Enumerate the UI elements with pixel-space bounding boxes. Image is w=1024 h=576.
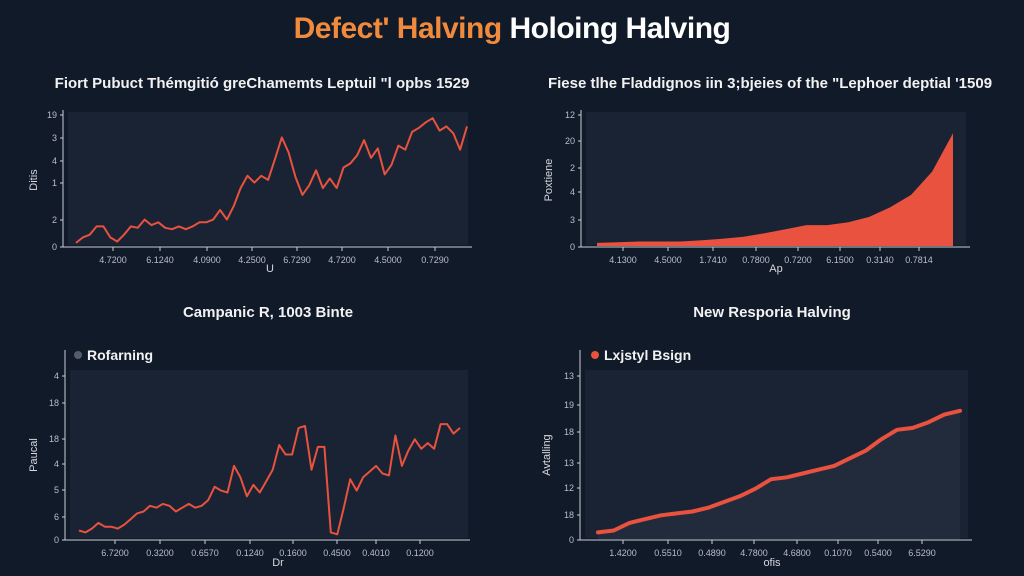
x-tick-label: 0.7814 bbox=[905, 255, 933, 265]
series-line bbox=[75, 117, 468, 244]
y-tick-label: 0 bbox=[54, 535, 59, 545]
x-tick-label: 0.1240 bbox=[236, 548, 264, 558]
y-tick-label: 0 bbox=[52, 242, 57, 252]
x-tick-label: 0.1070 bbox=[824, 548, 852, 558]
x-tick-label: 4.0900 bbox=[193, 255, 221, 265]
chart-4-legend: Lxjstyl Bsign bbox=[591, 347, 691, 363]
y-tick-label: 13 bbox=[564, 458, 574, 468]
x-tick-label: 0.7800 bbox=[742, 255, 770, 265]
y-tick-label: 2 bbox=[52, 215, 57, 225]
y-tick-label: 4 bbox=[54, 371, 59, 381]
chart-1-title: Fiort Pubuct Thémgitió greChamemts Leptu… bbox=[54, 75, 470, 92]
y-tick-label: 19 bbox=[47, 110, 57, 120]
plot-area bbox=[70, 370, 468, 538]
y-tick-label: 4 bbox=[54, 459, 59, 469]
x-tick-label: 0.4500 bbox=[323, 548, 351, 558]
x-tick-label: 4.6800 bbox=[783, 548, 811, 558]
main-title: Defect' Halving Holoing Halving bbox=[0, 12, 1024, 46]
chart-3: 4 18 18 4 5 6 0 6.7200 0.3200 0.6570 0.1240 0.1600 0… bbox=[28, 350, 470, 569]
x-tick-label: 6.1500 bbox=[826, 255, 854, 265]
chart-4: 13 19 18 13 12 18 0 1.4200 0.5510 0.4890 4.7800 4.6… bbox=[541, 350, 972, 569]
y-tick-label: 19 bbox=[564, 400, 574, 410]
series-line bbox=[596, 408, 962, 535]
y-tick-label: 4 bbox=[570, 187, 575, 197]
y-tick-label: 0 bbox=[570, 242, 575, 252]
chart-2: 12 20 2 4 3 0 4.1300 4.5000 1.7410 0.7800 0.7200 6.… bbox=[543, 110, 970, 275]
x-tick-label: 0.7200 bbox=[784, 255, 812, 265]
y-tick-label: 18 bbox=[564, 427, 574, 437]
x-tick-label: 1.4200 bbox=[609, 548, 637, 558]
chart-3-legend: Rofarning bbox=[74, 347, 153, 363]
x-axis-label: Dr bbox=[272, 557, 284, 569]
legend-marker bbox=[74, 351, 82, 359]
legend-label: Lxjstyl Bsign bbox=[604, 347, 692, 363]
y-axis-label: Poxtiene bbox=[543, 159, 555, 202]
x-tick-label: 0.1600 bbox=[279, 548, 307, 558]
x-axis-label: Ap bbox=[769, 263, 782, 275]
x-tick-label: 6.7290 bbox=[283, 255, 311, 265]
x-tick-label: 0.3140 bbox=[866, 255, 894, 265]
y-tick-label: 20 bbox=[565, 136, 575, 146]
y-tick-label: 12 bbox=[564, 483, 574, 493]
x-tick-label: 0.4010 bbox=[362, 548, 390, 558]
area-fill bbox=[597, 133, 953, 246]
x-tick-label: 1.7410 bbox=[699, 255, 727, 265]
x-tick-label: 0.5510 bbox=[654, 548, 682, 558]
legend-marker bbox=[591, 351, 599, 359]
main-title-rest: Holoing Halving bbox=[509, 12, 731, 45]
y-tick-label: 6 bbox=[54, 512, 59, 522]
y-tick-label: 4 bbox=[52, 156, 57, 166]
y-tick-label: 3 bbox=[52, 133, 57, 143]
x-tick-label: 4.7200 bbox=[99, 255, 127, 265]
chart-4-title: New Resporia Halving bbox=[693, 304, 851, 321]
x-tick-label: 0.3200 bbox=[146, 548, 174, 558]
x-tick-label: 0.1200 bbox=[406, 548, 434, 558]
x-tick-label: 4.5000 bbox=[654, 255, 682, 265]
y-tick-label: 2 bbox=[570, 163, 575, 173]
x-tick-label: 4.1300 bbox=[609, 255, 637, 265]
y-tick-label: 18 bbox=[564, 510, 574, 520]
area-fill bbox=[598, 410, 960, 539]
x-tick-label: 0.6570 bbox=[191, 548, 219, 558]
y-tick-label: 0 bbox=[569, 535, 574, 545]
x-tick-label: 6.5290 bbox=[908, 548, 936, 558]
y-tick-label: 18 bbox=[49, 398, 59, 408]
x-axis-label: U bbox=[266, 263, 274, 275]
y-tick-label: 1 bbox=[52, 178, 57, 188]
y-tick-label: 12 bbox=[565, 110, 575, 120]
x-tick-label: 6.1240 bbox=[146, 255, 174, 265]
x-tick-label: 4.5000 bbox=[374, 255, 402, 265]
x-tick-label: 4.2500 bbox=[238, 255, 266, 265]
x-tick-label: 0.4890 bbox=[698, 548, 726, 558]
legend-label: Rofarning bbox=[87, 347, 154, 363]
y-axis-label: Avtalling bbox=[541, 434, 553, 475]
x-tick-label: 6.7200 bbox=[101, 548, 129, 558]
x-tick-label: 0.7290 bbox=[421, 255, 449, 265]
chart-2-title: Fiese tlhe Fladdignos iin 3;bjeies of th… bbox=[547, 75, 993, 92]
main-title-accent: Defect' Halving bbox=[293, 12, 503, 45]
x-axis-label: ofis bbox=[763, 557, 781, 569]
y-axis-label: Paucal bbox=[28, 438, 40, 472]
y-tick-label: 13 bbox=[564, 371, 574, 381]
chart-1: 19 3 4 1 2 0 4.7200 6.1240 4.0900 4.2500 6.7290 4.7… bbox=[28, 110, 472, 275]
y-tick-label: 3 bbox=[570, 215, 575, 225]
series-line bbox=[78, 423, 461, 536]
y-tick-label: 18 bbox=[49, 434, 59, 444]
x-tick-label: 4.7800 bbox=[740, 548, 768, 558]
y-axis-label: Ditis bbox=[28, 169, 40, 191]
chart-3-title: Campanic R, 1003 Binte bbox=[182, 304, 354, 321]
y-tick-label: 5 bbox=[54, 485, 59, 495]
x-tick-label: 0.5400 bbox=[864, 548, 892, 558]
x-tick-label: 4.7200 bbox=[328, 255, 356, 265]
